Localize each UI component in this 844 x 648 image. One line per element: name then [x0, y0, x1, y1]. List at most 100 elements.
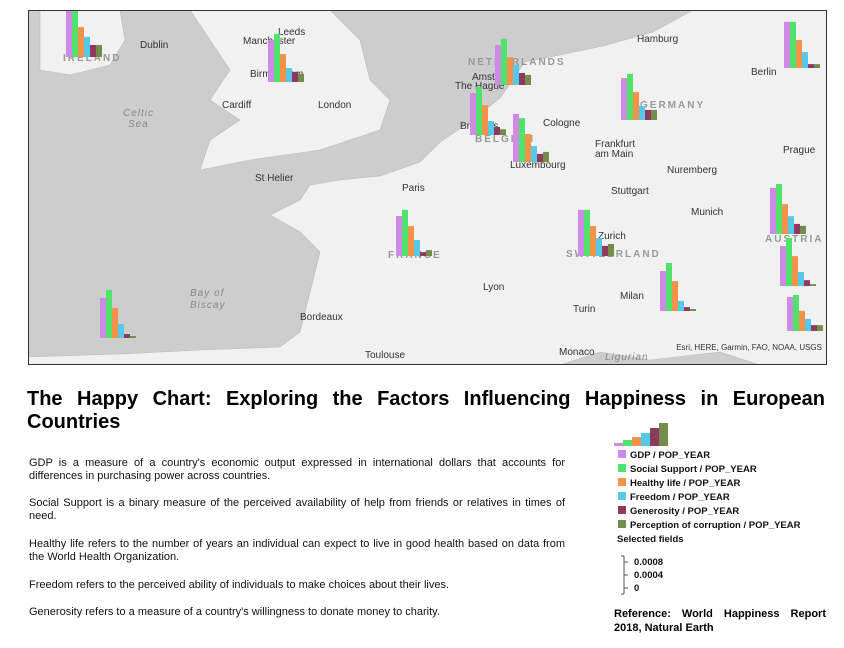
bar: [408, 226, 414, 256]
bar: [817, 325, 823, 331]
bar: [124, 334, 130, 338]
place-label: London: [318, 100, 351, 111]
reference: Reference: World Happiness Report 2018, …: [614, 608, 826, 634]
bar: [800, 225, 806, 234]
bar: [78, 27, 84, 57]
bar: [519, 72, 525, 85]
bar: [72, 10, 78, 57]
bar: [810, 284, 816, 286]
place-label: Luxembourg: [510, 160, 566, 171]
bar: [796, 40, 802, 68]
bar: [627, 73, 633, 120]
bar: [396, 216, 402, 256]
bar: [280, 54, 286, 82]
bar: [660, 271, 666, 311]
place-label: St Helier: [255, 173, 294, 184]
bar: [513, 113, 519, 162]
bar: [651, 109, 657, 120]
attribution: Esri, HERE, Garmin, FAO, NOAA, USGS: [676, 343, 822, 352]
place-label: Biscay: [190, 300, 225, 311]
place-label: Monaco: [559, 347, 595, 358]
bar: [780, 246, 786, 286]
legend-swatch: [618, 464, 626, 472]
legend-icon: [614, 423, 668, 446]
place-label: Bay of: [190, 288, 225, 299]
legend-label: Freedom / POP_YEAR: [630, 492, 730, 503]
bar: [292, 71, 298, 82]
place-label: NETHERLANDS: [468, 57, 566, 68]
bar: [501, 38, 507, 85]
place-label: Celtic: [123, 108, 154, 119]
bar: [814, 64, 820, 68]
description: GDP is a measure of a country's economic…: [29, 457, 565, 482]
description: Social Support is a binary measure of th…: [29, 497, 565, 522]
bar: [130, 336, 136, 338]
bar: [788, 216, 794, 234]
legend-heading: Selected fields: [617, 534, 684, 545]
bar: [690, 309, 696, 311]
legend-label: GDP / POP_YEAR: [630, 450, 710, 461]
bar: [90, 44, 96, 57]
bar: [414, 240, 420, 256]
place-label: am Main: [595, 149, 633, 160]
place-label: Prague: [783, 145, 816, 156]
description: Generosity refers to a measure of a coun…: [29, 606, 440, 618]
bar: [100, 298, 106, 338]
bar: [633, 92, 639, 120]
bar: [66, 10, 72, 57]
chart-title: The Happy Chart: Exploring the Factors I…: [27, 388, 825, 433]
bar: [776, 183, 782, 234]
legend-swatch: [618, 506, 626, 514]
bar: [684, 307, 690, 311]
bar: [495, 45, 501, 85]
place-label: AUSTRIA: [765, 234, 823, 245]
place-label: Paris: [402, 183, 425, 194]
bar: [274, 33, 280, 82]
bar: [476, 86, 482, 135]
bar: [494, 126, 500, 135]
bar: [402, 209, 408, 256]
bar: [602, 245, 608, 256]
bar: [792, 256, 798, 286]
scale-label: 0.0004: [634, 570, 664, 581]
bar: [621, 78, 627, 120]
place-label: Berlin: [751, 67, 777, 78]
bar: [537, 153, 543, 162]
bar: [426, 250, 432, 256]
bar: [500, 129, 506, 135]
land-great-britain: [189, 10, 391, 171]
legend-label: Perception of corruption / POP_YEAR: [630, 520, 801, 531]
place-label: Leeds: [278, 27, 305, 38]
bar: [590, 226, 596, 256]
bar: [543, 151, 549, 162]
place-label: Cardiff: [222, 100, 251, 111]
bar: [525, 134, 531, 162]
bar: [519, 118, 525, 162]
place-label: Frankfurt: [595, 139, 635, 150]
bar: [286, 68, 292, 82]
bar: [112, 308, 118, 338]
bar: [672, 281, 678, 311]
bar: [482, 105, 488, 135]
bar: [596, 238, 602, 256]
bar: [804, 280, 810, 286]
legend-label: Social Support / POP_YEAR: [630, 464, 757, 475]
bar: [525, 74, 531, 85]
scale-label: 0.0008: [634, 557, 663, 568]
place-label: Stuttgart: [611, 186, 649, 197]
bar: [645, 109, 651, 120]
bar: [811, 325, 817, 331]
place-label: Bordeaux: [300, 312, 343, 323]
bar: [798, 272, 804, 286]
scale-label: 0: [634, 583, 639, 594]
legend-items: GDP / POP_YEAR Social Support / POP_YEAR H…: [617, 450, 801, 595]
legend-swatch: [618, 450, 626, 458]
bar: [808, 64, 814, 68]
bar: [786, 237, 792, 286]
bar: [782, 204, 788, 234]
place-label: Lyon: [483, 282, 504, 293]
place-label: Turin: [573, 304, 595, 315]
place-label: Zurich: [598, 231, 626, 242]
place-label: Cologne: [543, 118, 581, 129]
